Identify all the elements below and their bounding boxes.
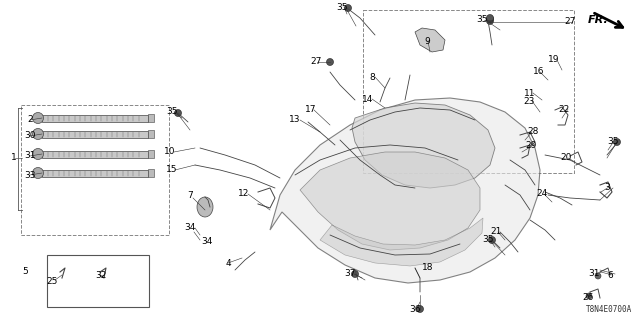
Circle shape [326,59,333,66]
Circle shape [486,14,493,21]
Text: 35: 35 [336,3,348,12]
Ellipse shape [197,197,213,217]
Text: 37: 37 [344,269,356,278]
Text: 11: 11 [524,89,536,98]
Text: 31: 31 [24,151,36,161]
Text: T8N4E0700A: T8N4E0700A [586,305,632,314]
Text: 35: 35 [607,137,619,146]
Circle shape [33,148,44,159]
Text: 34: 34 [202,237,212,246]
Text: 32: 32 [95,270,107,279]
Text: 26: 26 [582,293,594,302]
Text: 36: 36 [409,306,420,315]
Text: 21: 21 [490,228,502,236]
Text: 19: 19 [548,55,560,65]
Text: 10: 10 [164,148,176,156]
Text: 13: 13 [289,116,301,124]
Text: 33: 33 [24,171,36,180]
Text: 31: 31 [588,269,600,278]
Circle shape [175,109,182,116]
Circle shape [488,236,495,244]
Text: 14: 14 [362,94,374,103]
Text: 8: 8 [369,73,375,82]
Text: 5: 5 [22,268,28,276]
Text: 1: 1 [11,154,17,163]
Bar [42,115,148,122]
Text: 35: 35 [476,15,488,25]
Bar [42,131,148,138]
Circle shape [33,129,44,140]
Circle shape [351,270,358,277]
Circle shape [486,15,493,22]
Text: 24: 24 [536,189,548,198]
Text: 15: 15 [166,165,178,174]
Text: 17: 17 [305,106,317,115]
Bar [42,150,148,157]
Text: 7: 7 [187,191,193,201]
Text: 6: 6 [607,270,613,279]
Text: 18: 18 [422,263,434,273]
Text: 35: 35 [483,236,493,244]
Text: FR.: FR. [588,15,609,25]
Text: 2: 2 [27,116,33,124]
Text: 25: 25 [46,277,58,286]
Circle shape [586,293,592,299]
Circle shape [595,273,601,279]
Text: 35: 35 [166,108,178,116]
Bar [148,114,154,122]
Text: 12: 12 [238,188,250,197]
Text: 28: 28 [527,127,539,137]
Circle shape [614,139,621,146]
Text: 30: 30 [24,132,36,140]
Polygon shape [270,98,540,283]
Circle shape [486,18,493,25]
Text: 20: 20 [560,154,572,163]
Circle shape [33,113,44,124]
Circle shape [344,4,351,12]
Polygon shape [300,152,480,250]
Text: 27: 27 [310,58,322,67]
Polygon shape [320,218,483,266]
Polygon shape [415,28,445,52]
Bar [21,105,169,235]
Text: 3: 3 [604,182,610,191]
Text: 27: 27 [564,18,576,27]
Text: 34: 34 [184,223,196,233]
Text: 29: 29 [525,141,537,150]
Text: 9: 9 [424,36,430,45]
Circle shape [417,306,424,313]
Text: 16: 16 [533,68,545,76]
Bar [148,150,154,158]
Bar [148,169,154,177]
Bar [148,130,154,138]
Polygon shape [352,103,495,188]
Text: 4: 4 [225,259,231,268]
Bar [363,10,574,173]
Circle shape [33,167,44,179]
Text: 22: 22 [558,105,570,114]
Text: 23: 23 [524,97,534,106]
Bar [47,255,149,307]
Bar [42,170,148,177]
